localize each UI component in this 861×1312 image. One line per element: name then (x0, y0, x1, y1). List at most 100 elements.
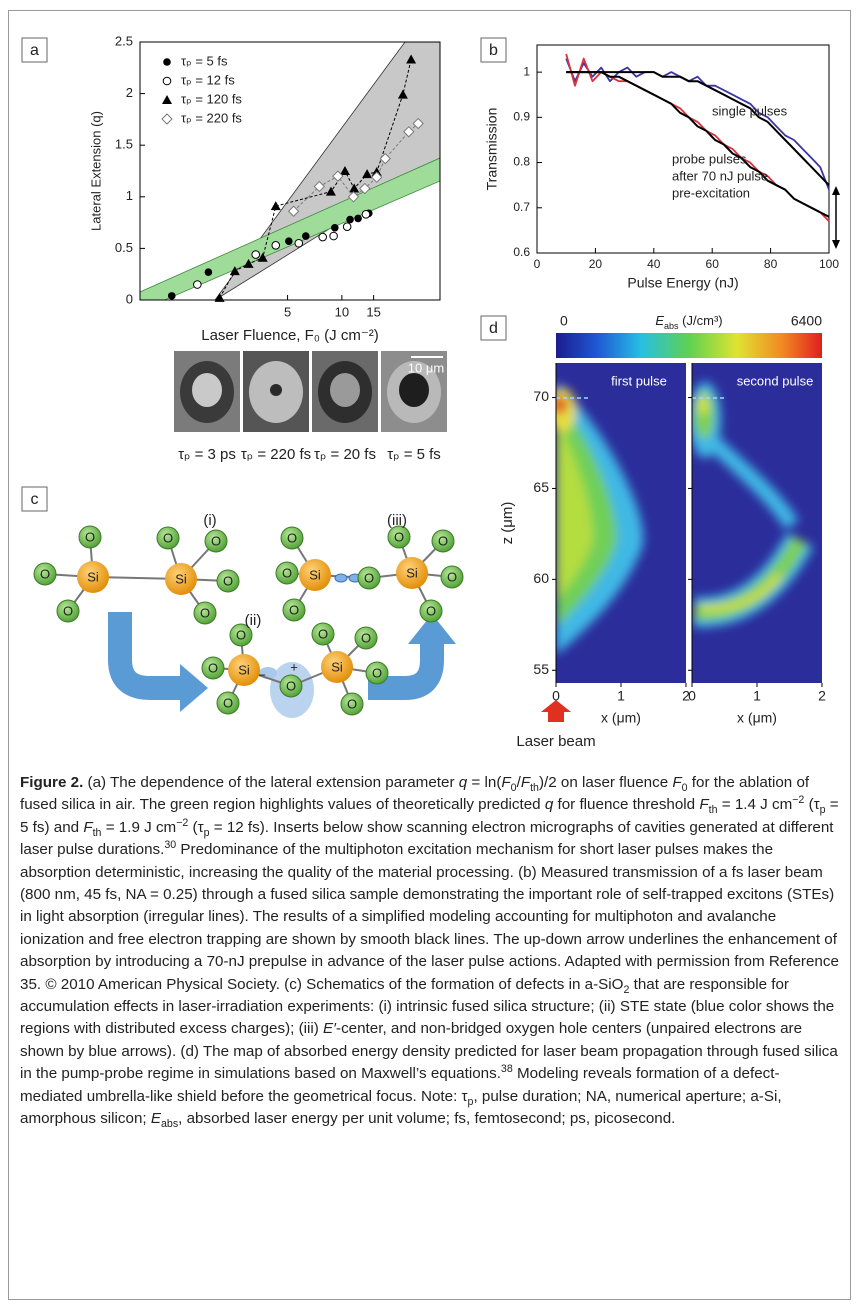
o-label: O (208, 660, 218, 675)
caption-b: Figure 2. (20, 774, 84, 791)
caption-text: = 12 fs). Inserts below show scanning el… (20, 818, 834, 859)
legend-marker (162, 76, 172, 86)
legend-marker (163, 58, 171, 66)
caption-i: F (83, 818, 93, 836)
data-point (271, 241, 281, 250)
caption-text: = 1.4 J cm (717, 796, 793, 814)
x-tick-label: 1 (753, 688, 761, 704)
y-axis-label: Transmission (484, 108, 500, 191)
o-label: O (85, 529, 95, 544)
caption-text: for fluence threshold (553, 796, 700, 814)
micrograph-label: τₚ = 3 ps (178, 446, 236, 463)
y-tick-label: 2 (126, 85, 133, 100)
colorbar-label: Eabs (J/cm³) (655, 313, 722, 331)
y-tick-label: 1 (523, 64, 530, 78)
data-point (359, 182, 371, 195)
y-tick-label: 65 (533, 479, 549, 495)
heatmap-second (692, 363, 822, 683)
data-point (243, 258, 254, 268)
o-atom (280, 526, 304, 550)
data-point (287, 205, 300, 217)
x-tick-label: 2 (682, 688, 690, 704)
y-tick-label: 0.7 (513, 200, 530, 214)
colorbar-tick-label: 0 (560, 313, 568, 329)
x-tick-label: 100 (819, 257, 839, 271)
y-tick-label: 0.9 (513, 110, 530, 124)
data-point (403, 126, 415, 138)
si-atom (228, 654, 260, 686)
caption-sup: 30 (164, 839, 177, 852)
caption-i: F (699, 796, 709, 814)
si-atom (77, 561, 109, 593)
data-point (167, 292, 176, 300)
micrograph-core (330, 373, 360, 407)
data-point (346, 215, 354, 224)
legend-label: τₚ = 120 fs (181, 91, 242, 106)
x-tick-label: 0 (552, 688, 560, 704)
state-label: (iii) (387, 512, 407, 529)
data-point (349, 183, 360, 193)
electron (334, 573, 348, 583)
o-label: O (347, 696, 357, 711)
o-atom (311, 622, 335, 646)
o-atom (275, 561, 299, 585)
y-tick-label: 0.5 (115, 240, 133, 255)
data-point (370, 171, 383, 183)
state-label: (i) (203, 512, 216, 529)
caption-text: = ln( (467, 774, 502, 791)
micrograph-core (399, 373, 429, 407)
data-point (347, 191, 360, 203)
caption-sub: abs (161, 1118, 179, 1131)
caption-i: E′ (323, 1020, 337, 1038)
caption-text: = 5 fs) and (20, 796, 839, 836)
si-atom (321, 651, 353, 683)
data-point (251, 250, 261, 259)
micrograph-label: τₚ = 5 fs (387, 446, 441, 463)
colorbar-tick-label: 6400 (791, 313, 822, 329)
caption-text: )/2 on laser fluence (538, 774, 673, 791)
micrograph-label: τₚ = 20 fs (314, 446, 376, 463)
data-point (362, 169, 373, 179)
data-point (332, 170, 344, 182)
caption-text: , pulse duration; NA, numerical aperture… (20, 1087, 782, 1128)
charge-plus: + (290, 659, 298, 674)
data-point (329, 231, 338, 241)
panel-title: first pulse (611, 373, 667, 388)
o-label: O (200, 605, 210, 620)
o-label: O (438, 533, 448, 548)
panel-label: b (489, 42, 498, 59)
caption-sub: th (530, 782, 539, 795)
x-axis-label: x (μm) (601, 710, 641, 726)
o-label: O (394, 529, 404, 544)
data-point (301, 232, 310, 240)
panel-label-box (480, 315, 507, 341)
x-tick-label: 40 (647, 257, 661, 271)
o-atom (282, 598, 306, 622)
micrograph-core (192, 373, 222, 407)
si-label: Si (87, 569, 99, 584)
heatmap-first (556, 363, 686, 683)
caption-sub: 0 (681, 782, 688, 795)
caption-sub: p (819, 804, 826, 817)
panel-title: second pulse (737, 373, 814, 388)
x-tick-label: 0 (688, 688, 696, 704)
annotation: single pulses (712, 103, 788, 118)
si-label: Si (175, 571, 187, 586)
annotation: after 70 nJ pulse (672, 168, 768, 183)
o-label: O (286, 678, 296, 693)
x-tick-label: 1 (617, 688, 625, 704)
data-point (331, 223, 339, 232)
plot-frame (536, 44, 830, 254)
o-atom (440, 565, 464, 589)
data-point (379, 152, 391, 165)
o-label: O (40, 566, 50, 581)
colorbar (556, 333, 822, 358)
data-point (313, 180, 326, 193)
caption-i: F (501, 774, 511, 791)
caption-text: that are responsible for accumulation ef… (20, 975, 835, 1038)
x-tick-label: 10 (335, 304, 349, 319)
caption-i: E (150, 1110, 161, 1128)
caption-sub: 2 (623, 983, 630, 996)
x-tick-label: 15 (366, 304, 380, 319)
